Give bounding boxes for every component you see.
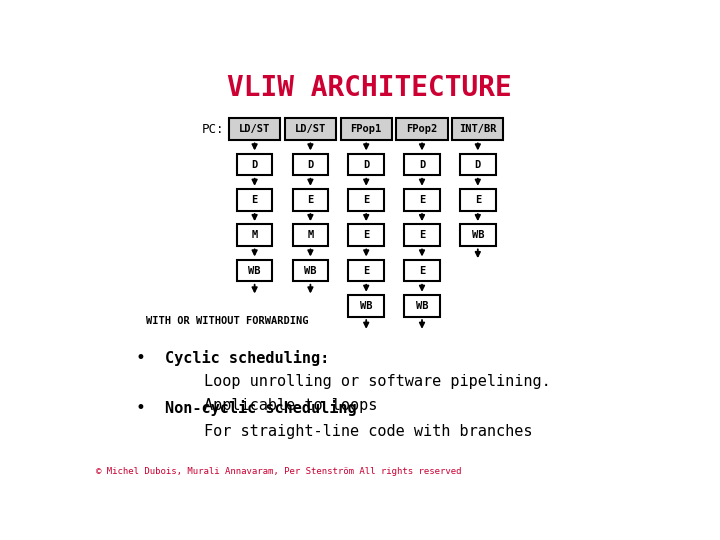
- FancyBboxPatch shape: [292, 225, 328, 246]
- Text: INT/BR: INT/BR: [459, 124, 497, 134]
- Text: VLIW ARCHITECTURE: VLIW ARCHITECTURE: [227, 73, 511, 102]
- Text: Loop unrolling or software pipelining.: Loop unrolling or software pipelining.: [204, 374, 551, 389]
- Text: E: E: [251, 195, 258, 205]
- Text: FPop2: FPop2: [406, 124, 438, 134]
- FancyBboxPatch shape: [292, 189, 328, 211]
- FancyBboxPatch shape: [237, 260, 272, 281]
- Text: M: M: [251, 230, 258, 240]
- FancyBboxPatch shape: [460, 154, 495, 176]
- FancyBboxPatch shape: [452, 118, 503, 140]
- Text: D: D: [419, 160, 425, 170]
- Text: Non-cyclic scheduling: Non-cyclic scheduling: [166, 400, 357, 416]
- FancyBboxPatch shape: [348, 154, 384, 176]
- Text: •: •: [135, 349, 145, 367]
- Text: For straight-line code with branches: For straight-line code with branches: [204, 424, 533, 439]
- FancyBboxPatch shape: [292, 260, 328, 281]
- FancyBboxPatch shape: [404, 189, 440, 211]
- Text: WB: WB: [472, 230, 484, 240]
- Text: LD/ST: LD/ST: [294, 124, 326, 134]
- Text: E: E: [363, 230, 369, 240]
- Text: E: E: [474, 195, 481, 205]
- FancyBboxPatch shape: [396, 118, 448, 140]
- Text: E: E: [419, 266, 425, 275]
- FancyBboxPatch shape: [237, 154, 272, 176]
- Text: Applicable to loops: Applicable to loops: [204, 398, 378, 413]
- Text: E: E: [363, 195, 369, 205]
- Text: FPop1: FPop1: [351, 124, 382, 134]
- FancyBboxPatch shape: [237, 225, 272, 246]
- FancyBboxPatch shape: [404, 295, 440, 317]
- FancyBboxPatch shape: [348, 260, 384, 281]
- FancyBboxPatch shape: [292, 154, 328, 176]
- FancyBboxPatch shape: [404, 154, 440, 176]
- Text: D: D: [251, 160, 258, 170]
- Text: WITH OR WITHOUT FORWARDING: WITH OR WITHOUT FORWARDING: [145, 315, 308, 326]
- Text: D: D: [307, 160, 313, 170]
- Text: E: E: [307, 195, 313, 205]
- FancyBboxPatch shape: [348, 295, 384, 317]
- Text: M: M: [307, 230, 313, 240]
- FancyBboxPatch shape: [348, 189, 384, 211]
- Text: WB: WB: [415, 301, 428, 311]
- FancyBboxPatch shape: [229, 118, 280, 140]
- FancyBboxPatch shape: [348, 225, 384, 246]
- Text: •: •: [135, 399, 145, 417]
- Text: Cyclic scheduling:: Cyclic scheduling:: [166, 350, 330, 366]
- Text: D: D: [363, 160, 369, 170]
- Text: © Michel Dubois, Murali Annavaram, Per Stenström All rights reserved: © Michel Dubois, Murali Annavaram, Per S…: [96, 467, 461, 476]
- FancyBboxPatch shape: [460, 189, 495, 211]
- Text: E: E: [419, 230, 425, 240]
- FancyBboxPatch shape: [237, 189, 272, 211]
- FancyBboxPatch shape: [460, 225, 495, 246]
- FancyBboxPatch shape: [404, 225, 440, 246]
- Text: LD/ST: LD/ST: [239, 124, 270, 134]
- FancyBboxPatch shape: [341, 118, 392, 140]
- Text: WB: WB: [360, 301, 372, 311]
- Text: E: E: [419, 195, 425, 205]
- Text: E: E: [363, 266, 369, 275]
- FancyBboxPatch shape: [404, 260, 440, 281]
- Text: PC:: PC:: [202, 123, 225, 136]
- FancyBboxPatch shape: [284, 118, 336, 140]
- Text: D: D: [474, 160, 481, 170]
- Text: WB: WB: [248, 266, 261, 275]
- Text: WB: WB: [304, 266, 317, 275]
